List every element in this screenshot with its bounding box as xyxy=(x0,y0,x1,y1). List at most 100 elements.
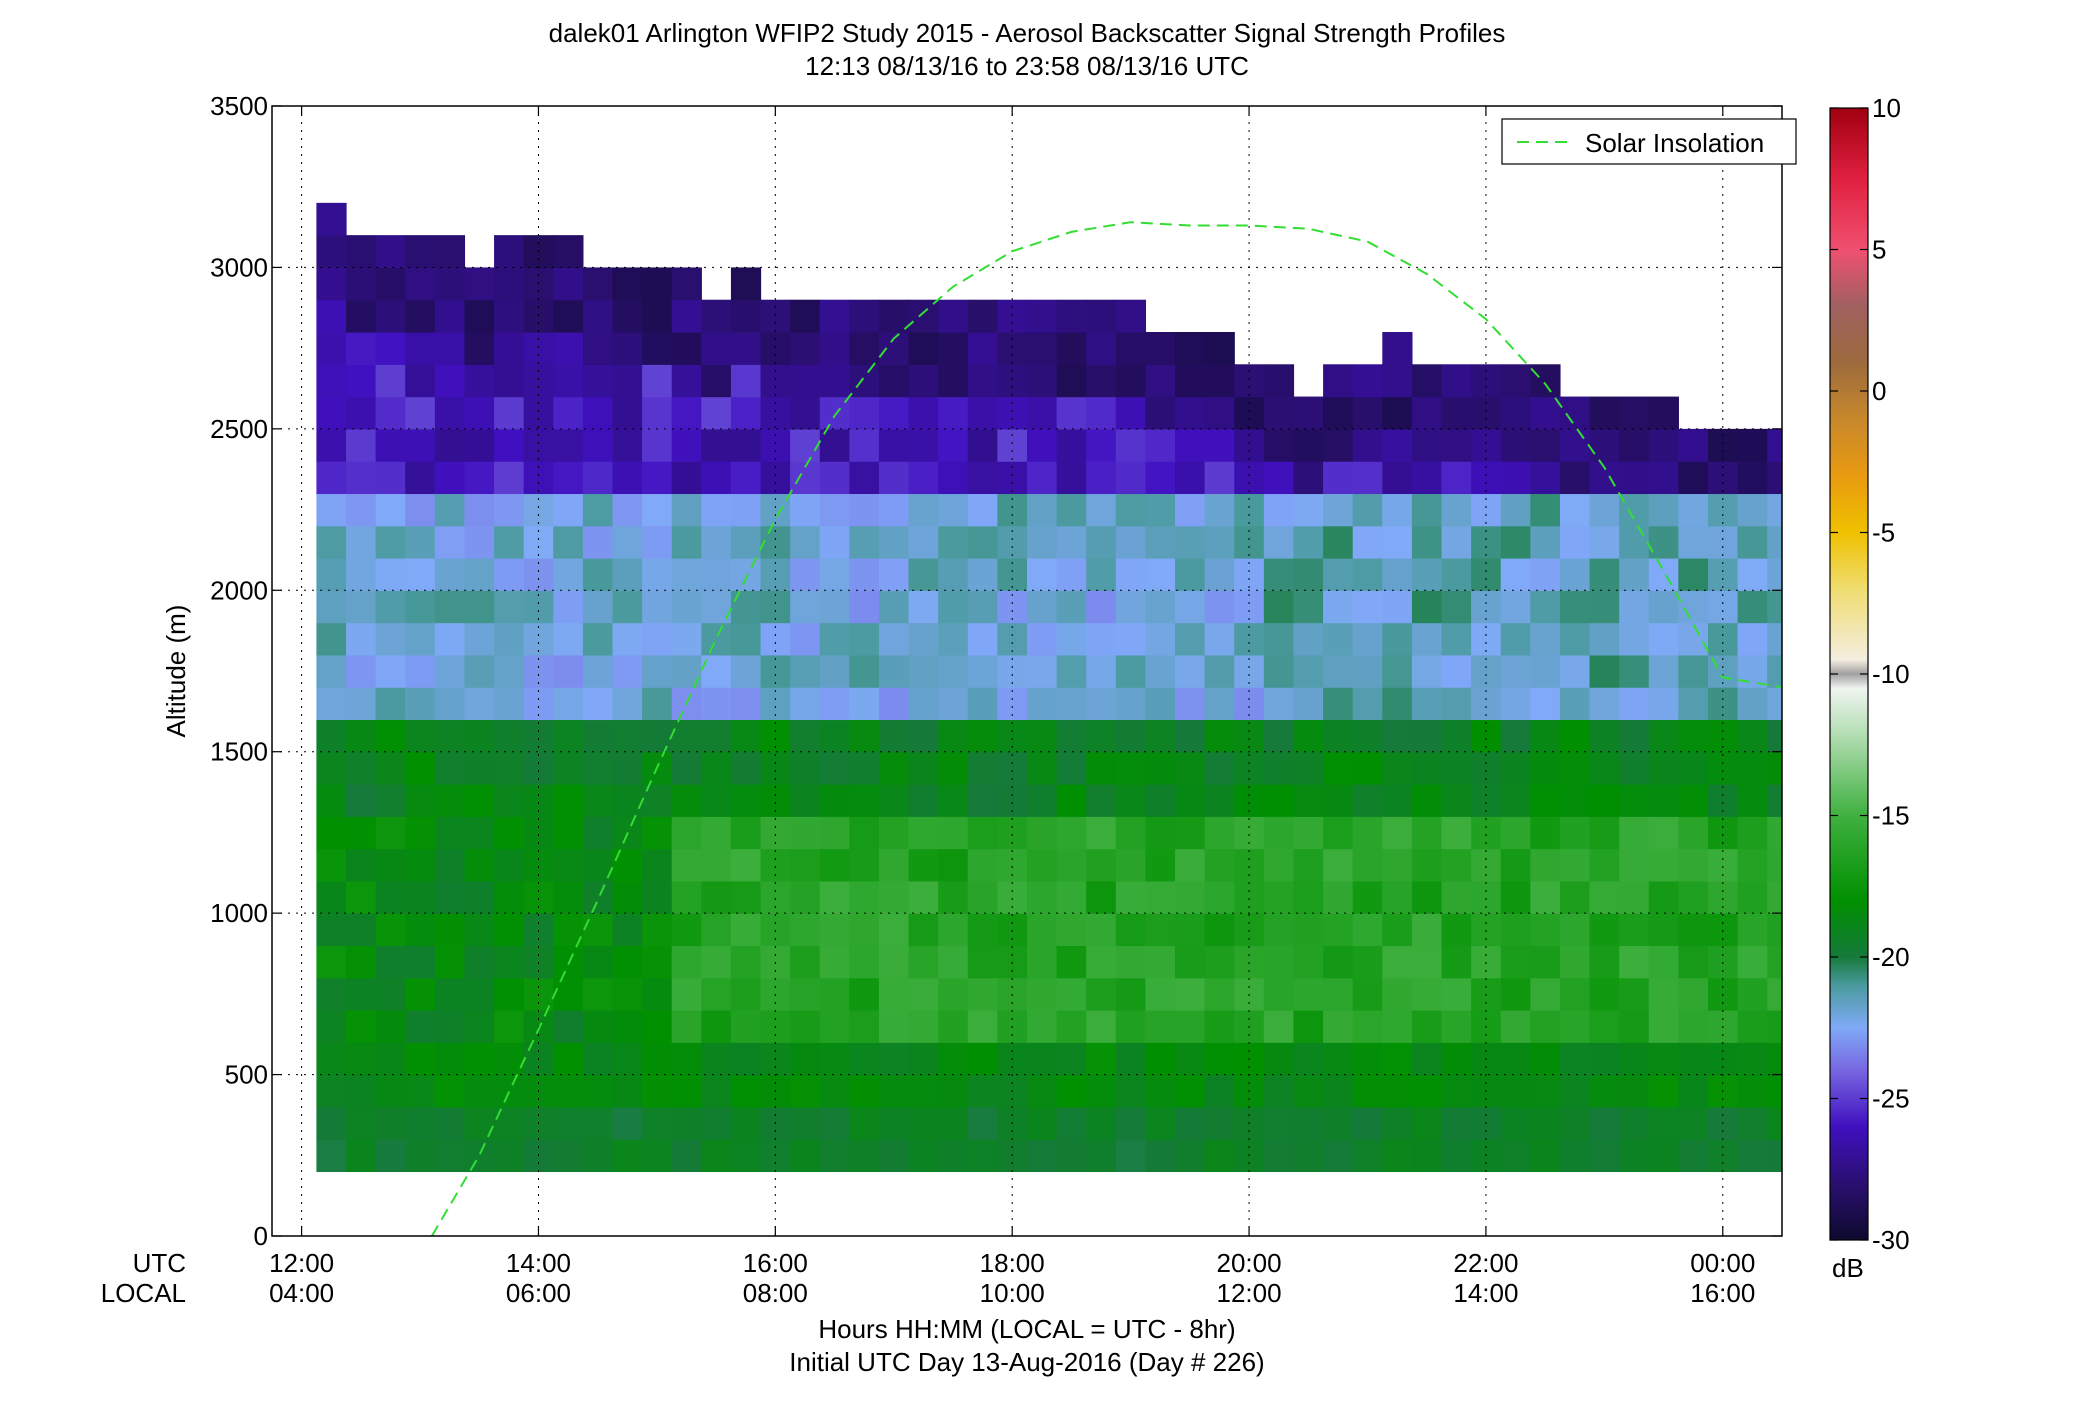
heatmap-cell xyxy=(1559,525,1591,559)
heatmap-cell xyxy=(1797,493,1827,526)
utc-row-label: UTC xyxy=(133,1248,186,1278)
heatmap-cell xyxy=(1382,364,1413,398)
heatmap-cell xyxy=(494,622,525,656)
heatmap-cell xyxy=(464,332,495,365)
heatmap-cell xyxy=(1293,590,1324,624)
heatmap-cell xyxy=(553,751,584,785)
heatmap-cell xyxy=(938,751,969,785)
heatmap-cell xyxy=(1530,816,1561,850)
heatmap-cell xyxy=(316,784,347,817)
heatmap-cell xyxy=(701,1106,732,1140)
heatmap-cell xyxy=(1411,751,1443,785)
heatmap-cell xyxy=(1441,654,1472,688)
heatmap-cell xyxy=(346,461,377,495)
heatmap-cell xyxy=(849,558,880,591)
heatmap-cell xyxy=(1086,719,1117,753)
heatmap-cell xyxy=(1027,525,1058,559)
heatmap-cell xyxy=(1115,622,1147,656)
heatmap-cell xyxy=(1115,428,1147,462)
heatmap-cell xyxy=(1915,1107,1945,1140)
heatmap-cell xyxy=(819,332,850,365)
heatmap-cell xyxy=(1086,493,1117,527)
heatmap-cell xyxy=(464,880,495,914)
heatmap-cell xyxy=(1352,558,1383,591)
heatmap-cell xyxy=(1382,461,1413,495)
heatmap-cell xyxy=(1086,1139,1117,1173)
heatmap-cell xyxy=(1945,849,1975,882)
heatmap-cell xyxy=(1115,816,1147,850)
heatmap-cell xyxy=(1589,558,1620,591)
heatmap-cell xyxy=(1648,461,1679,495)
heatmap-cell xyxy=(553,977,584,1011)
heatmap-cell xyxy=(464,977,495,1011)
heatmap-cell xyxy=(1204,913,1235,947)
heatmap-cell xyxy=(878,687,910,721)
heatmap-cell xyxy=(1234,816,1265,850)
heatmap-cell xyxy=(1886,752,1916,785)
heatmap-cell xyxy=(1175,654,1206,688)
heatmap-cell xyxy=(1767,945,1782,979)
heatmap-cell xyxy=(1086,880,1117,914)
heatmap-cell xyxy=(878,332,910,365)
heatmap-cell xyxy=(1145,396,1176,430)
heatmap-cell xyxy=(642,1139,673,1173)
heatmap-cell xyxy=(701,299,732,333)
heatmap-cell xyxy=(434,428,466,462)
heatmap-cell xyxy=(849,816,880,850)
heatmap-cell xyxy=(1500,461,1531,495)
heatmap-cell xyxy=(1619,1074,1650,1108)
heatmap-cell xyxy=(1559,1042,1591,1076)
heatmap-cell xyxy=(671,880,702,914)
heatmap-cell xyxy=(434,493,466,527)
heatmap-cell xyxy=(1767,525,1782,559)
heatmap-cell xyxy=(1234,428,1265,462)
heatmap-cell xyxy=(819,687,850,721)
heatmap-cell xyxy=(1589,880,1620,914)
heatmap-cell xyxy=(1293,816,1324,850)
heatmap-cell xyxy=(997,880,1028,914)
heatmap-cell xyxy=(642,1010,673,1043)
heatmap-cell xyxy=(553,299,584,333)
heatmap-cell xyxy=(582,719,614,753)
heatmap-cell xyxy=(1767,784,1782,817)
x-tick-label-local: 06:00 xyxy=(506,1278,571,1308)
heatmap-cell xyxy=(908,784,939,817)
heatmap-cell xyxy=(908,687,939,721)
heatmap-cell xyxy=(1500,913,1531,947)
heatmap-cell xyxy=(1559,590,1591,624)
heatmap-cell xyxy=(1589,654,1620,688)
heatmap-cell xyxy=(671,461,702,495)
heatmap-cell xyxy=(553,1106,584,1140)
heatmap-cell xyxy=(938,364,969,398)
heatmap-cell xyxy=(1115,913,1147,947)
heatmap-cell xyxy=(1737,493,1768,527)
heatmap-cell xyxy=(1382,880,1413,914)
heatmap-cell xyxy=(878,816,910,850)
heatmap-cell xyxy=(405,1139,436,1173)
heatmap-cell xyxy=(1737,751,1768,785)
heatmap-cell xyxy=(2004,493,2034,526)
heatmap-cell xyxy=(553,1074,584,1108)
heatmap-cell xyxy=(464,1010,495,1043)
heatmap-cell xyxy=(1737,816,1768,850)
heatmap-cell xyxy=(671,654,702,688)
heatmap-cell xyxy=(1797,397,1827,430)
heatmap-cell xyxy=(553,687,584,721)
heatmap-cell xyxy=(1559,1074,1591,1108)
heatmap-cell xyxy=(849,1042,880,1076)
heatmap-cell xyxy=(405,235,436,269)
heatmap-cell xyxy=(494,945,525,979)
heatmap-cell xyxy=(375,913,406,947)
heatmap-cell xyxy=(1352,913,1383,947)
heatmap-cell xyxy=(1323,590,1354,624)
heatmap-cell xyxy=(878,848,910,882)
heatmap-cell xyxy=(1767,428,1782,462)
heatmap-cell xyxy=(494,816,525,850)
heatmap-cell xyxy=(316,945,347,979)
solar-insolation-line xyxy=(431,221,1782,1236)
heatmap-cell xyxy=(1707,848,1739,882)
heatmap-cell xyxy=(701,751,732,785)
heatmap-cell xyxy=(1352,1139,1383,1173)
heatmap-cell xyxy=(553,332,584,365)
heatmap-cell xyxy=(582,977,614,1011)
